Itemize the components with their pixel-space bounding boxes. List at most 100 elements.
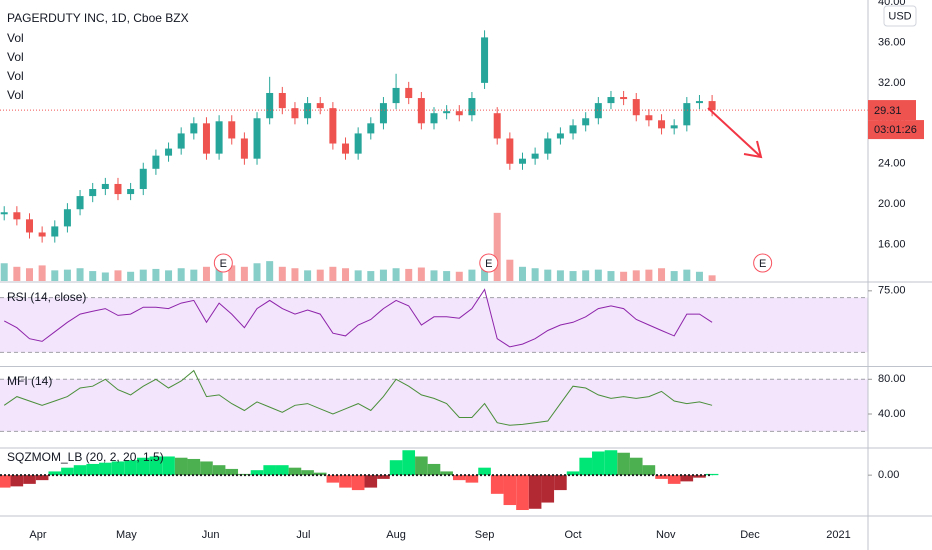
candle-body: [177, 133, 185, 149]
earnings-marker: [479, 253, 499, 273]
x-tick-label: Apr: [29, 529, 46, 541]
momentum-bar: [48, 471, 62, 476]
momentum-bar: [579, 457, 592, 476]
candle-body: [316, 103, 324, 109]
volume-bar: [658, 268, 666, 281]
candle-body: [127, 189, 135, 195]
volume-bar: [202, 266, 210, 281]
arrow-line: [707, 107, 761, 157]
momentum-bar: [667, 475, 681, 484]
chart-title: PAGERDUTY INC, 1D, Cboe BZX: [7, 11, 189, 25]
volume-bar: [266, 261, 274, 281]
volume-bar: [531, 268, 539, 281]
momentum-bar: [288, 467, 302, 476]
earnings-marker: [753, 253, 773, 273]
candle-body: [291, 108, 299, 119]
candle-body: [152, 155, 160, 169]
volume-bar: [152, 268, 160, 281]
momentum-bar: [452, 475, 466, 481]
candle-body: [405, 87, 413, 99]
momentum-bar: [187, 458, 201, 476]
volume-bar: [63, 269, 71, 281]
volume-bar: [127, 271, 135, 281]
last-price-box: [868, 100, 916, 121]
momentum-bar: [629, 457, 643, 476]
x-tick-label: Dec: [740, 529, 760, 541]
pane-title: SQZMOM_LB (20, 2, 20, 1.5): [7, 450, 164, 464]
momentum-bar: [99, 462, 112, 476]
momentum-bar: [61, 467, 74, 476]
volume-bar: [291, 268, 299, 281]
volume-bar: [139, 269, 147, 281]
candle-body: [695, 101, 703, 104]
legend-entry: Vol: [7, 88, 24, 102]
momentum-bar: [693, 475, 706, 478]
candle-body: [594, 103, 602, 119]
candle-body: [632, 99, 640, 116]
momentum-bar: [225, 468, 239, 476]
candle-body: [481, 37, 489, 83]
volume-bar: [190, 269, 198, 281]
currency: USD: [888, 10, 911, 22]
x-tick-label: Aug: [386, 529, 406, 541]
x-tick-label: Jun: [202, 529, 220, 541]
momentum-bar: [415, 456, 428, 476]
candle-body: [531, 153, 539, 159]
candle-body: [417, 98, 425, 124]
volume-bar: [569, 271, 577, 281]
volume-bar: [455, 271, 463, 281]
candle-body: [89, 189, 97, 197]
candle-body: [354, 133, 362, 154]
legend-entry: Vol: [7, 50, 24, 64]
y-tick-label: 36.00: [878, 36, 906, 48]
candle-body: [101, 183, 109, 190]
candle-body: [443, 111, 451, 114]
y-tick-label: 75.00: [878, 285, 906, 297]
momentum-bar: [339, 475, 352, 488]
candle-body: [658, 120, 666, 129]
candle-body: [582, 118, 590, 126]
momentum-bar: [655, 475, 668, 479]
candle-body: [670, 125, 678, 129]
volume-bar: [443, 271, 451, 281]
volume-bar: [329, 266, 337, 281]
momentum-bar: [149, 456, 163, 476]
momentum-bar: [174, 457, 188, 476]
countdown-box: [868, 120, 924, 140]
candle-body: [645, 115, 653, 121]
volume-bar: [670, 271, 678, 281]
pane-title: MFI (14): [7, 374, 52, 388]
momentum-bar: [73, 465, 87, 476]
momentum-bar: [124, 460, 137, 476]
x-tick-label: Oct: [564, 529, 581, 541]
legend-entry: Vol: [7, 31, 24, 45]
momentum-bar: [326, 475, 340, 483]
currency-box[interactable]: [883, 5, 917, 27]
candle-body: [493, 113, 501, 139]
candle-body: [139, 168, 147, 190]
momentum-bar: [554, 475, 567, 491]
candle-body: [468, 98, 476, 116]
volume-bar: [101, 272, 109, 281]
volume-bar: [582, 270, 590, 281]
y-tick-label: 40.00: [878, 408, 906, 420]
candle-body: [215, 121, 223, 154]
candle-body: [556, 133, 564, 139]
momentum-bar: [250, 470, 264, 476]
volume-bar: [0, 263, 8, 281]
candle-body: [240, 138, 248, 159]
momentum-bar: [364, 475, 378, 488]
candle-body: [518, 158, 526, 164]
y-tick-label: 40.00: [878, 0, 906, 8]
volume-bar: [392, 268, 400, 281]
candle-body: [708, 101, 716, 111]
candle-body: [569, 125, 577, 134]
volume-bar: [430, 270, 438, 281]
arrow-head: [743, 140, 763, 159]
candle-body: [228, 121, 236, 139]
momentum-bar: [465, 475, 479, 483]
candle-body: [202, 123, 210, 154]
volume-bar: [354, 270, 362, 281]
candle-body: [455, 111, 463, 116]
y-tick-label: 16.00: [878, 239, 906, 251]
